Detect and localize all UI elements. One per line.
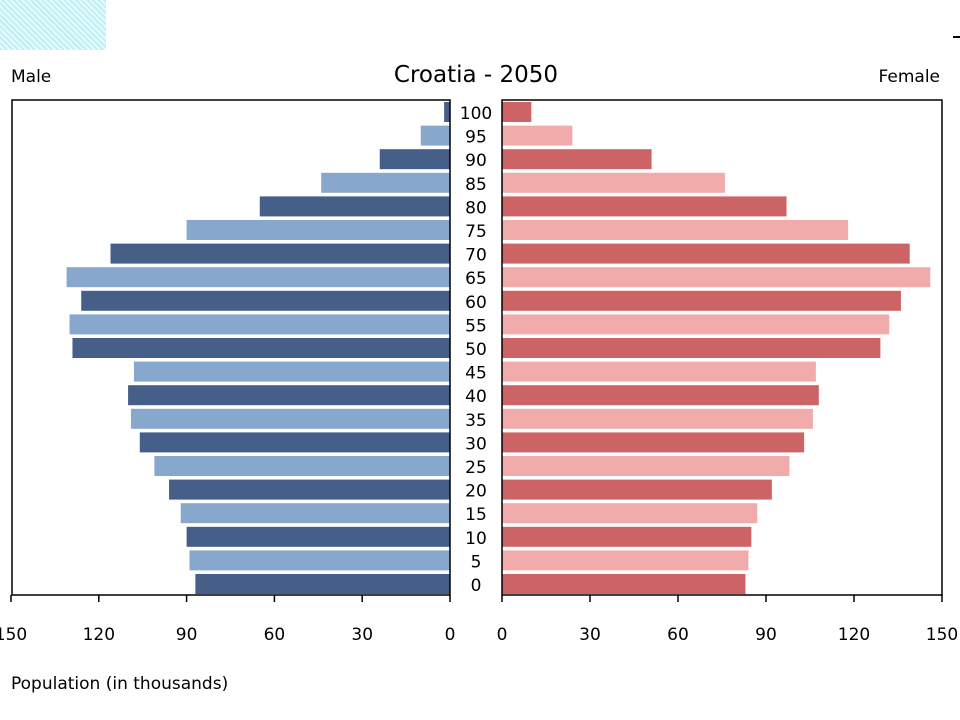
- female-plot-frame: [501, 99, 943, 596]
- age-label-90: 90: [465, 151, 487, 171]
- male-bar-age-100: [444, 102, 450, 122]
- female-bar-age-40: [502, 385, 819, 406]
- female-bar-age-10: [502, 526, 752, 547]
- age-label-60: 60: [465, 293, 487, 313]
- age-label-5: 5: [471, 552, 482, 572]
- male-bar-age-70: [110, 243, 451, 264]
- chart-title: Croatia - 2050: [394, 62, 558, 88]
- corner-mark: [953, 36, 960, 38]
- age-label-15: 15: [465, 505, 487, 525]
- female-tick-label-0: 0: [497, 625, 508, 645]
- female-bar-age-80: [502, 196, 787, 217]
- male-bar-age-40: [128, 385, 451, 406]
- male-bar-age-75: [186, 220, 450, 240]
- male-bar-age-85: [321, 172, 450, 193]
- male-x-axis: 0 30 60 90 120 150: [0, 595, 455, 645]
- female-bar-age-85: [502, 172, 725, 193]
- female-label: Female: [879, 67, 940, 87]
- female-bar-age-35: [502, 408, 813, 429]
- male-bar-age-25: [154, 456, 450, 476]
- male-bar-age-35: [130, 408, 450, 429]
- female-tick-label-120: 120: [838, 625, 870, 645]
- male-bar-age-15: [180, 503, 450, 524]
- male-bar-age-20: [169, 479, 451, 500]
- male-bar-age-30: [139, 432, 451, 453]
- female-bar-age-75: [502, 220, 849, 240]
- female-bar-age-50: [502, 338, 881, 358]
- male-bar-age-65: [66, 267, 451, 288]
- male-tick-label-0: 0: [445, 625, 456, 645]
- age-label-65: 65: [465, 269, 487, 289]
- age-label-50: 50: [465, 340, 487, 360]
- female-bar-age-45: [502, 361, 816, 382]
- x-axis-label: Population (in thousands): [11, 674, 228, 694]
- female-bar-age-55: [502, 314, 890, 335]
- age-label-95: 95: [465, 128, 487, 148]
- male-plot-frame: [11, 99, 451, 596]
- age-label-40: 40: [465, 387, 487, 407]
- age-label-80: 80: [465, 198, 487, 218]
- age-label-100: 100: [460, 104, 492, 124]
- age-label-75: 75: [465, 222, 487, 242]
- male-bar-age-0: [195, 574, 450, 594]
- age-label-30: 30: [465, 434, 487, 454]
- male-label: Male: [11, 67, 51, 87]
- male-bar-age-5: [189, 550, 450, 571]
- female-bar-age-15: [502, 503, 758, 524]
- slide-accent-pattern: [0, 0, 106, 50]
- male-bar-age-10: [186, 526, 450, 547]
- male-bar-age-50: [72, 338, 451, 358]
- age-labels: 1009590858075706560555045403530252015105…: [460, 104, 492, 596]
- female-tick-label-150: 150: [926, 625, 958, 645]
- age-label-45: 45: [465, 364, 487, 384]
- female-bar-age-0: [502, 574, 746, 594]
- female-bar-age-65: [502, 267, 931, 288]
- male-tick-label-90: 90: [176, 625, 198, 645]
- female-tick-label-60: 60: [667, 625, 689, 645]
- female-bar-age-100: [502, 102, 532, 122]
- female-bar-age-5: [502, 550, 749, 571]
- female-bar-age-60: [502, 290, 901, 311]
- age-label-70: 70: [465, 246, 487, 266]
- female-bar-age-25: [502, 456, 790, 476]
- female-tick-label-90: 90: [755, 625, 777, 645]
- age-label-35: 35: [465, 411, 487, 431]
- male-bar-age-80: [259, 196, 450, 217]
- male-bar-age-55: [69, 314, 451, 335]
- age-label-20: 20: [465, 482, 487, 502]
- female-bar-age-95: [502, 125, 573, 146]
- age-label-0: 0: [471, 576, 482, 596]
- male-tick-label-150: 150: [0, 625, 27, 645]
- female-bar-age-90: [502, 149, 652, 170]
- age-label-25: 25: [465, 458, 487, 478]
- female-tick-label-30: 30: [579, 625, 601, 645]
- male-bars: [66, 102, 451, 594]
- female-bar-age-20: [502, 479, 772, 500]
- female-bar-age-30: [502, 432, 805, 453]
- female-bar-age-70: [502, 243, 910, 264]
- female-bars: [502, 102, 931, 594]
- male-bar-age-90: [379, 149, 450, 170]
- male-tick-label-120: 120: [83, 625, 115, 645]
- age-label-85: 85: [465, 175, 487, 195]
- age-label-10: 10: [465, 529, 487, 549]
- age-label-55: 55: [465, 316, 487, 336]
- female-x-axis: 0 30 60 90 120 150: [497, 595, 958, 645]
- male-bar-age-95: [420, 125, 450, 146]
- male-tick-label-30: 30: [351, 625, 373, 645]
- male-bar-age-45: [133, 361, 451, 382]
- male-bar-age-60: [81, 290, 451, 311]
- male-tick-label-60: 60: [264, 625, 286, 645]
